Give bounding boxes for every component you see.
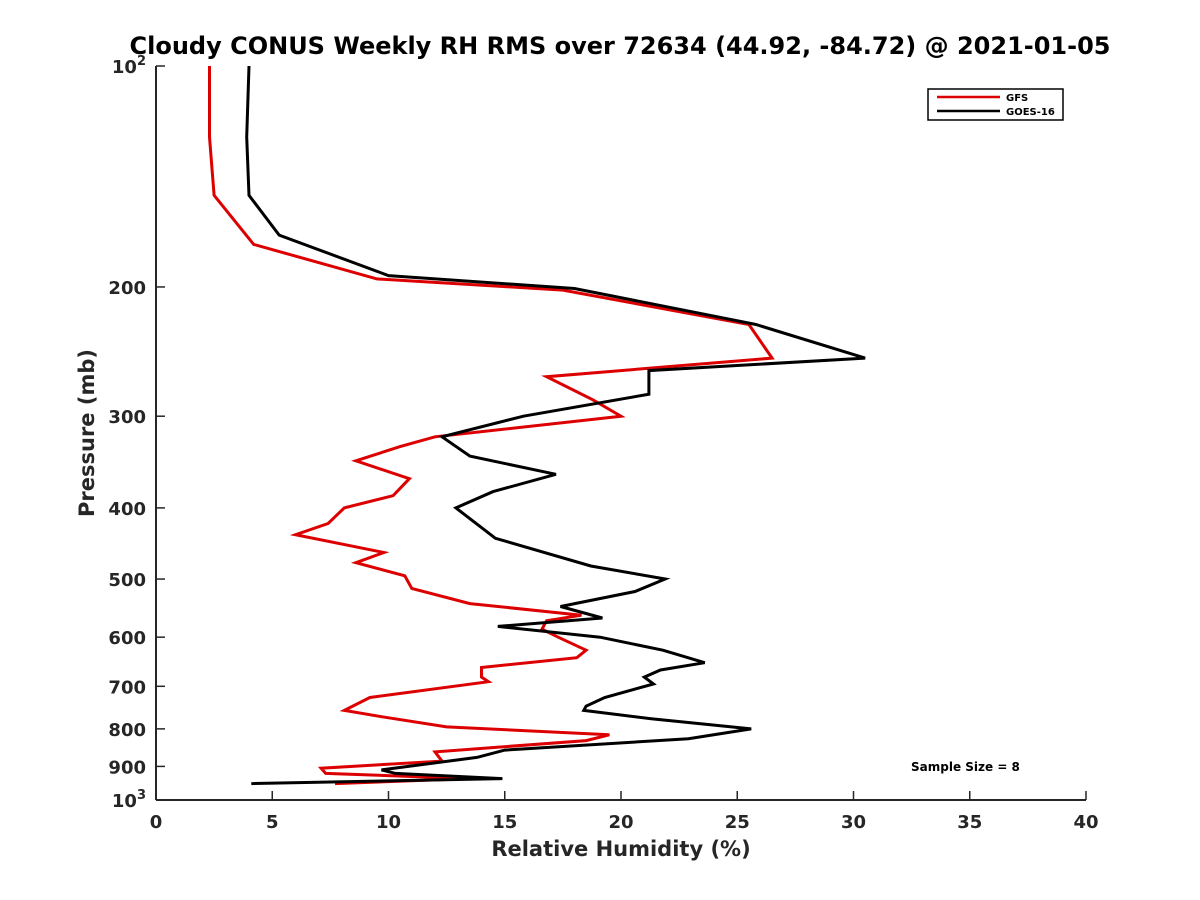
y-tick-label: 102 [112,54,146,78]
sample-size-annotation: Sample Size = 8 [911,760,1020,774]
x-tick-label: 25 [725,812,750,833]
legend-box [927,88,1064,121]
y-axis-label: Pressure (mb) [75,349,99,517]
series-line-gfs [208,66,775,786]
y-tick-label: 500 [108,570,146,591]
x-tick-label: 15 [492,812,517,833]
y-tick-label: 200 [108,278,146,299]
x-tick-label: 40 [1073,812,1098,833]
y-ticks: 102 200 300 400 500 600 700 800 900 103 [108,54,165,812]
chart-title: Cloudy CONUS Weekly RH RMS over 72634 (4… [130,32,1111,60]
x-ticks: 0 5 10 15 20 25 30 35 40 [150,791,1099,833]
legend: GFS GOES-16 [927,88,1064,121]
y-tick-label: 800 [108,720,146,741]
series-line-goes16 [245,65,866,786]
y-tick-label: 600 [108,628,146,649]
y-tick-label: 300 [108,407,146,428]
y-tick-label: 400 [108,499,146,520]
x-tick-label: 20 [608,812,633,833]
plot-lines [208,65,866,786]
y-tick-label: 700 [108,677,146,698]
y-tick-label: 103 [112,788,146,812]
x-tick-label: 10 [376,812,401,833]
y-tick-label: 900 [108,757,146,778]
x-tick-label: 30 [841,812,866,833]
x-tick-label: 0 [150,812,163,833]
x-axis-label: Relative Humidity (%) [491,837,750,861]
x-tick-label: 35 [957,812,982,833]
x-tick-label: 5 [266,812,279,833]
legend-label-goes16: GOES-16 [1006,107,1055,118]
legend-label-gfs: GFS [1006,93,1028,104]
